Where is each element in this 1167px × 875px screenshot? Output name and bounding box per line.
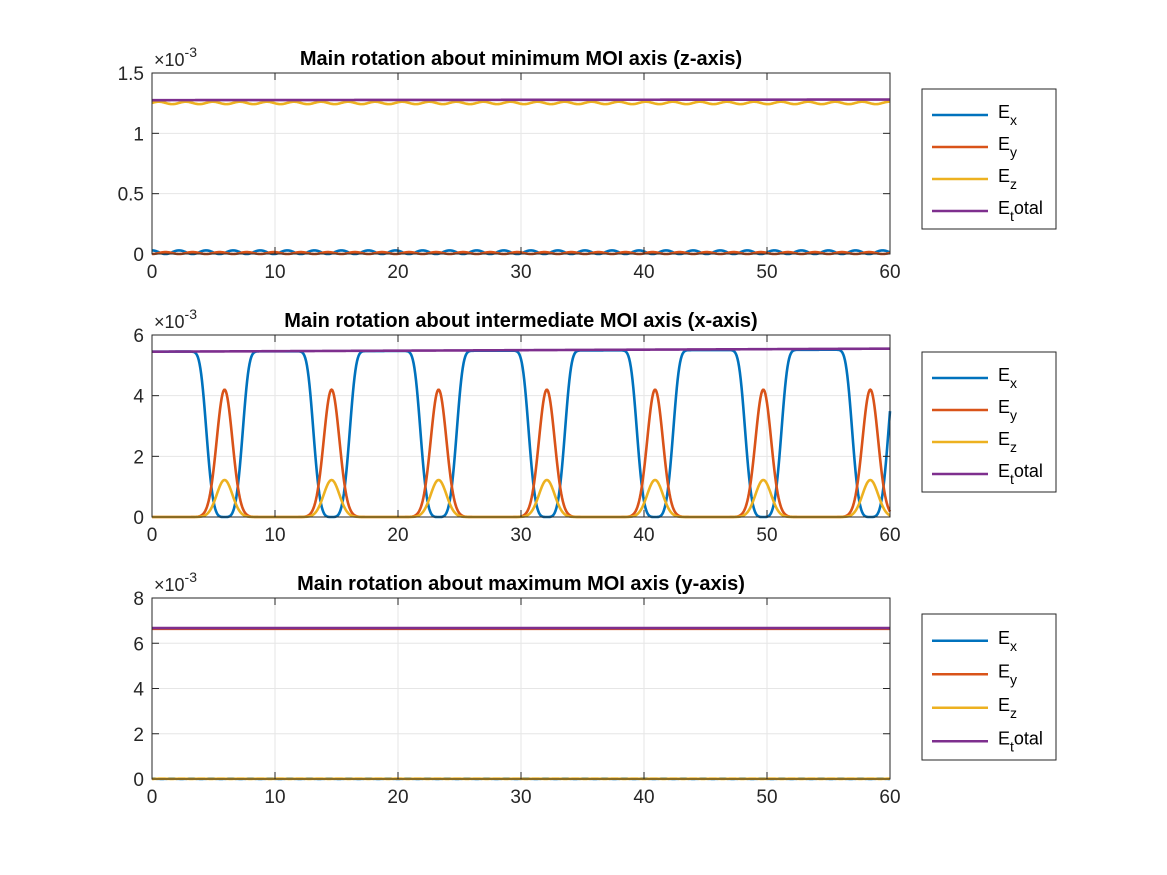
series-line-etotal xyxy=(151,347,891,353)
x-tick-label: 30 xyxy=(510,787,531,808)
exponent-power: -3 xyxy=(185,306,198,322)
legend-box xyxy=(921,613,1057,761)
legend-sub: x xyxy=(1010,638,1017,654)
y-tick-label: 6 xyxy=(133,326,144,347)
series-line-etotal xyxy=(151,98,891,102)
exponent-base: ×10 xyxy=(154,50,185,70)
y-tick-label: 4 xyxy=(133,680,144,701)
subplot-title: Main rotation about intermediate MOI axi… xyxy=(284,310,757,332)
subplot-2: 0 10 20 30 40 50 60 0 2 4 6 ×10-3 Main rotation abou… xyxy=(133,306,1057,546)
exponent-power: -3 xyxy=(185,44,198,60)
x-tick-label: 20 xyxy=(387,525,408,546)
x-tick-label: 20 xyxy=(387,262,408,283)
legend-sub: z xyxy=(1010,705,1017,721)
legend-base: E xyxy=(998,728,1010,748)
legend-label-ex: Ex xyxy=(998,365,1017,391)
legend-base: E xyxy=(998,695,1010,715)
legend-sub: y xyxy=(1010,407,1017,423)
y-tick-label: 1 xyxy=(133,124,144,145)
exponent-label: ×10-3 xyxy=(154,44,197,70)
series-line-ez xyxy=(151,100,891,106)
subplot-title: Main rotation about minimum MOI axis (z-… xyxy=(300,48,742,70)
legend-base: E xyxy=(998,397,1010,417)
y-tick-label: 4 xyxy=(133,387,144,408)
x-tick-label: 50 xyxy=(756,262,777,283)
legend-label-etotal: Etotal xyxy=(998,728,1043,754)
legend-base: E xyxy=(998,628,1010,648)
x-tick-label: 0 xyxy=(147,787,158,808)
x-tick-label: 50 xyxy=(756,787,777,808)
y-tick-label: 0 xyxy=(133,508,144,529)
legend-sub: t xyxy=(1010,471,1014,487)
legend-base: E xyxy=(998,102,1010,122)
legend-sub: z xyxy=(1010,176,1017,192)
x-tick-label: 30 xyxy=(510,262,531,283)
x-tick-label: 0 xyxy=(147,525,158,546)
x-tick-label: 50 xyxy=(756,525,777,546)
y-tick-label: 2 xyxy=(133,447,144,468)
exponent-label: ×10-3 xyxy=(154,569,197,595)
legend-base: E xyxy=(998,661,1010,681)
y-tick-label: 0 xyxy=(133,245,144,266)
subplot-title: Main rotation about maximum MOI axis (y-… xyxy=(297,573,745,595)
legend-label-ez: Ez xyxy=(998,166,1017,192)
x-tick-label: 40 xyxy=(633,525,654,546)
x-tick-label: 10 xyxy=(264,262,285,283)
x-tick-label: 0 xyxy=(147,262,158,283)
legend-suffix: otal xyxy=(1014,198,1043,218)
legend-label-ey: Ey xyxy=(998,397,1017,423)
exponent-base: ×10 xyxy=(154,575,185,595)
y-tick-label: 1.5 xyxy=(118,64,144,85)
legend-label-ez: Ez xyxy=(998,429,1017,455)
legend-label-etotal: Etotal xyxy=(998,461,1043,487)
legend-label-ey: Ey xyxy=(998,661,1017,687)
x-tick-label: 40 xyxy=(633,787,654,808)
subplot-1: 0 10 20 30 40 50 60 0 0.5 1 1.5 ×10-3 Main rotation … xyxy=(118,44,1057,283)
x-tick-label: 20 xyxy=(387,787,408,808)
legend-sub: z xyxy=(1010,439,1017,455)
legend-box xyxy=(921,88,1057,230)
legend-suffix: otal xyxy=(1014,728,1043,748)
x-tick-label: 30 xyxy=(510,525,531,546)
x-tick-label: 10 xyxy=(264,525,285,546)
legend-sub: t xyxy=(1010,738,1014,754)
legend-sub: y xyxy=(1010,144,1017,160)
legend-label-ez: Ez xyxy=(998,695,1017,721)
y-tick-label: 0.5 xyxy=(118,185,144,206)
subplot-3: 0 10 20 30 40 50 60 0 2 4 6 8 ×10-3 Main rotation abo… xyxy=(133,569,1057,808)
legend-sub: x xyxy=(1010,112,1017,128)
y-tick-label: 8 xyxy=(133,589,144,610)
exponent-label: ×10-3 xyxy=(154,306,197,332)
legend-base: E xyxy=(998,461,1010,481)
legend-label-ex: Ex xyxy=(998,628,1017,654)
y-tick-label: 0 xyxy=(133,770,144,791)
exponent-power: -3 xyxy=(185,569,198,585)
legend-base: E xyxy=(998,166,1010,186)
x-tick-label: 60 xyxy=(879,787,900,808)
x-tick-label: 40 xyxy=(633,262,654,283)
legend-sub: y xyxy=(1010,671,1017,687)
legend-label-etotal: Etotal xyxy=(998,198,1043,224)
exponent-base: ×10 xyxy=(154,312,185,332)
legend-box xyxy=(921,351,1057,493)
y-tick-label: 6 xyxy=(133,634,144,655)
legend-label-ey: Ey xyxy=(998,134,1017,160)
legend-base: E xyxy=(998,365,1010,385)
legend-sub: t xyxy=(1010,208,1014,224)
x-tick-label: 60 xyxy=(879,525,900,546)
y-tick-label: 2 xyxy=(133,725,144,746)
legend-sub: x xyxy=(1010,375,1017,391)
legend-base: E xyxy=(998,134,1010,154)
legend-label-ex: Ex xyxy=(998,102,1017,128)
legend-base: E xyxy=(998,429,1010,449)
x-tick-label: 10 xyxy=(264,787,285,808)
legend-suffix: otal xyxy=(1014,461,1043,481)
legend-base: E xyxy=(998,198,1010,218)
x-tick-label: 60 xyxy=(879,262,900,283)
